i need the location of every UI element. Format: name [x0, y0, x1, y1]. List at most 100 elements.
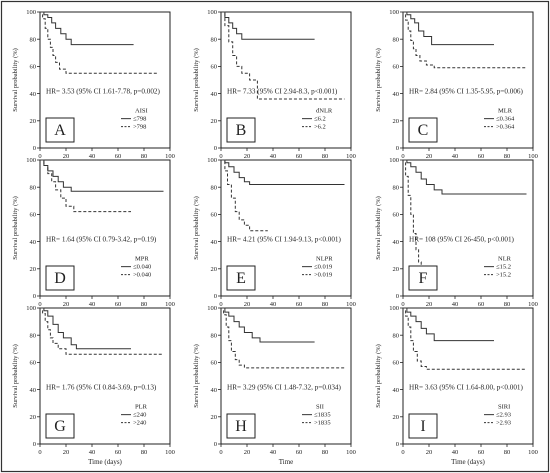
y-tick-label: 60	[393, 212, 400, 219]
panel-letter: D	[54, 270, 66, 287]
y-axis-label: Survival probability (%)	[375, 48, 382, 112]
y-tick-label: 0	[214, 441, 217, 448]
x-tick-label: 40	[452, 301, 459, 308]
panel-d: 0 20 40 60 80 100 0 20 40 60 80 100 Survival probabi…	[12, 157, 175, 308]
y-tick-label: 80	[211, 184, 218, 191]
y-tick-label: 40	[211, 91, 218, 98]
x-tick-label: 40	[452, 153, 459, 160]
y-tick-label: 60	[393, 360, 400, 367]
legend-entry: ≤240	[133, 412, 146, 419]
y-axis-label: Survival probability (%)	[193, 196, 200, 260]
series-line-high	[40, 159, 131, 213]
y-tick-label: 0	[33, 293, 36, 300]
y-tick-label: 0	[33, 441, 36, 448]
plot-frame	[39, 159, 171, 297]
x-tick-label: 0	[401, 301, 404, 308]
x-tick-label: 40	[270, 301, 277, 308]
panel-g: 0 20 40 60 80 100 0 20 40 60 80 100 Survival probabi…	[12, 305, 175, 466]
y-tick-label: 20	[211, 118, 218, 125]
legend-entry: >0.364	[496, 124, 515, 131]
panel-letter-box	[45, 265, 75, 291]
y-tick-label: 20	[211, 414, 218, 421]
series-line-low	[403, 11, 494, 46]
plot-frame	[39, 307, 171, 445]
y-tick-label: 100	[26, 305, 36, 312]
legend-entry: ≤0.019	[314, 264, 332, 271]
y-tick-label: 100	[389, 9, 399, 16]
y-tick-label: 20	[393, 118, 400, 125]
legend-entry: >0.040	[133, 272, 151, 279]
legend-entry: ≤2.93	[496, 412, 511, 419]
x-tick-label: 0	[219, 153, 222, 160]
y-tick-label: 0	[396, 441, 399, 448]
hazard-ratio-text: HR= 4.21 (95% CI 1.94-9.13, p<0.001)	[227, 236, 342, 244]
x-tick-label: 20	[426, 153, 433, 160]
panel-letter-box	[45, 117, 75, 143]
panel-h: 0 20 40 60 80 100 0 20 40 60 80 100 Survival probabi…	[193, 305, 356, 466]
y-axis-label: Survival probability (%)	[12, 344, 19, 408]
y-tick-label: 80	[30, 332, 37, 339]
panel-letter: B	[236, 122, 247, 139]
y-tick-label: 20	[30, 266, 37, 273]
panel-i: 0 20 40 60 80 100 0 20 40 60 80 100 Survival probabi…	[375, 305, 538, 466]
x-tick-label: 0	[38, 153, 41, 160]
x-tick-label: 0	[38, 301, 41, 308]
legend-title: SII	[316, 404, 324, 411]
series-line-high	[221, 11, 345, 100]
y-tick-label: 40	[393, 239, 400, 246]
x-tick-label: 100	[165, 449, 175, 456]
y-tick-label: 60	[393, 64, 400, 71]
y-tick-label: 80	[393, 332, 400, 339]
hazard-ratio-text: HR= 1.76 (95% CI 0.84-3.69, p=0.13)	[46, 384, 157, 392]
y-axis-label: Survival probability (%)	[375, 344, 382, 408]
panel-letter: F	[419, 270, 428, 287]
panel-letter: G	[54, 418, 66, 435]
x-tick-label: 80	[322, 449, 329, 456]
y-tick-label: 60	[30, 212, 37, 219]
y-tick-label: 20	[30, 118, 37, 125]
series-line-high	[221, 307, 345, 369]
x-axis-label: Time (days)	[451, 458, 485, 466]
legend-entry: >1835	[314, 420, 331, 427]
plot-frame	[402, 159, 534, 297]
x-tick-label: 60	[115, 449, 122, 456]
panel-letter: A	[54, 122, 66, 139]
y-tick-label: 100	[26, 9, 36, 16]
hazard-ratio-text: HR= 1.64 (95% CI 0.79-3.42, p=0.19)	[46, 236, 157, 244]
x-tick-label: 20	[63, 449, 70, 456]
x-tick-label: 0	[401, 153, 404, 160]
y-tick-label: 100	[207, 305, 217, 312]
x-tick-label: 60	[478, 449, 485, 456]
x-tick-label: 40	[452, 449, 459, 456]
series-line-high	[403, 307, 527, 370]
y-tick-label: 20	[393, 266, 400, 273]
panel-f: 0 20 40 60 80 100 0 20 40 60 80 100 Survival probabi…	[375, 157, 538, 308]
x-tick-label: 80	[504, 449, 511, 456]
y-axis-label: Survival probability (%)	[12, 196, 19, 260]
plot-frame	[220, 11, 352, 149]
legend-title: dNLR	[316, 108, 333, 115]
legend-title: MPR	[135, 256, 149, 263]
panel-letter: E	[236, 270, 246, 287]
x-tick-label: 80	[322, 153, 329, 160]
hazard-ratio-text: HR= 3.53 (95% CI 1.61-7.78, p=0.002)	[46, 88, 161, 96]
x-tick-label: 80	[322, 301, 329, 308]
legend-title: MLR	[498, 108, 513, 115]
x-tick-label: 0	[401, 449, 404, 456]
y-tick-label: 60	[211, 64, 218, 71]
x-tick-label: 0	[38, 449, 41, 456]
y-tick-label: 100	[207, 9, 217, 16]
x-tick-label: 60	[478, 153, 485, 160]
y-tick-label: 40	[30, 387, 37, 394]
legend-title: NLR	[498, 256, 512, 263]
x-tick-label: 100	[165, 301, 175, 308]
y-tick-label: 0	[33, 145, 36, 152]
y-tick-label: 80	[30, 184, 37, 191]
y-tick-label: 80	[393, 36, 400, 43]
y-tick-label: 0	[214, 145, 217, 152]
x-tick-label: 60	[115, 301, 122, 308]
plot-frame	[402, 307, 534, 445]
legend-entry: ≤0.364	[496, 116, 515, 123]
